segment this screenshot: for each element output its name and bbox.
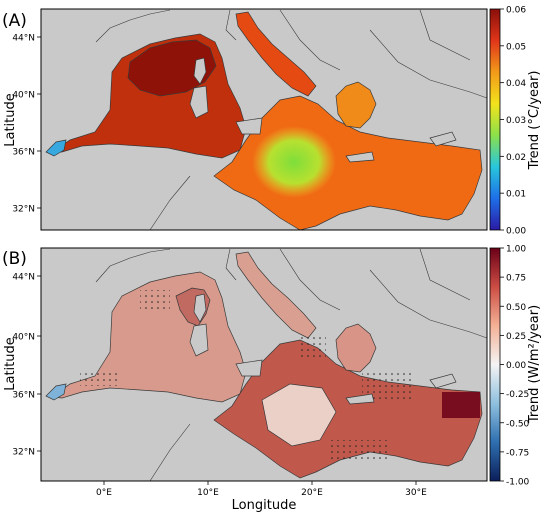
lat-tick-label: 44°N xyxy=(12,273,35,283)
panel-a: (A) Latitude 44°N40°N36°N32°N 0.060.050.… xyxy=(2,6,542,237)
sea-region-aegean xyxy=(335,323,377,373)
sea-region-adriatic xyxy=(235,251,317,339)
colorbar-tick-label: 0.03 xyxy=(506,116,526,126)
island-sicily xyxy=(235,359,263,377)
colorbar-tick-label: 0.50 xyxy=(506,303,526,313)
panel-label: (A) xyxy=(2,11,27,31)
colorbar-tick-label: -0.25 xyxy=(506,390,529,400)
sea-region-alboran xyxy=(45,139,67,157)
sea-region-alboran xyxy=(45,383,67,401)
island-corsica xyxy=(193,293,207,323)
stipple-region xyxy=(140,290,170,310)
island-cyprus xyxy=(429,373,457,389)
stipple-region xyxy=(330,440,390,460)
colorbar-ticks: 0.06 0.05 0.04 0.03 0.02 0.01 0.00 xyxy=(500,6,526,237)
islands xyxy=(189,293,457,405)
map-frame xyxy=(40,247,488,482)
lat-tick-label: 32°N xyxy=(12,448,35,458)
sea-region-levantine xyxy=(213,339,483,479)
sea-field xyxy=(45,11,483,231)
sea-region-adriatic xyxy=(235,11,317,97)
island-corsica xyxy=(193,57,207,85)
lat-tick-label: 36°N xyxy=(12,148,35,158)
x-axis-label: Longitude xyxy=(232,498,297,513)
colorbar-tick-label: 0.00 xyxy=(506,361,526,371)
lon-tick-label: 30°E xyxy=(405,488,427,498)
sea-region-ionian xyxy=(261,383,337,447)
colorbar-label: Trend (W/m²/year) xyxy=(527,305,542,424)
lat-tick-label: 40°N xyxy=(12,333,35,343)
islands xyxy=(189,57,457,163)
y-axis-label: Latitude xyxy=(3,93,18,147)
lat-tick-label: 32°N xyxy=(12,205,35,215)
panel-b: (B) Latitude 44°N 40°N 36°N 32°N 0°E 10°E 20°… xyxy=(2,245,542,499)
lon-tick-label: 20°E xyxy=(301,488,323,498)
lat-ticks: 44°N 40°N 36°N 32°N xyxy=(12,34,41,215)
lat-tick-label: 40°N xyxy=(12,91,35,101)
colorbar-tick-label: 0.25 xyxy=(506,332,526,342)
island-sardinia xyxy=(189,85,209,119)
colorbar-tick-label: -0.50 xyxy=(506,419,530,429)
panel-label: (B) xyxy=(2,249,27,269)
lon-tick-label: 0°E xyxy=(96,488,112,498)
hotspot-levant xyxy=(442,392,480,418)
colorbar-tick-label: -1.00 xyxy=(506,478,530,488)
sea-region-aegean xyxy=(335,81,377,129)
map-frame xyxy=(40,8,488,231)
colorbar-tick-label: 0.05 xyxy=(506,42,526,52)
colorbar-tick-label: 1.00 xyxy=(506,245,526,255)
sea-region-gulf-of-lion xyxy=(127,39,217,97)
colorbar-label: Trend (°C/year) xyxy=(527,71,542,171)
lon-ticks: 0°E 10°E 20°E 30°E xyxy=(96,481,427,498)
lat-ticks: 44°N 40°N 36°N 32°N xyxy=(12,273,41,458)
colorbar-tick-label: 0.75 xyxy=(506,274,526,284)
colorbar-tick-label: -0.75 xyxy=(506,448,529,458)
lon-tick-label: 10°E xyxy=(197,488,219,498)
stipple-region xyxy=(80,370,120,386)
colorbar-tick-label: 0.02 xyxy=(506,153,526,163)
sea-region-ionian xyxy=(252,126,336,198)
country-borders xyxy=(95,9,488,231)
lat-tick-label: 36°N xyxy=(12,391,35,401)
colorbar-tick-label: 0.04 xyxy=(506,79,526,89)
lat-tick-label: 44°N xyxy=(12,34,35,44)
colorbar xyxy=(489,8,501,231)
island-sardinia xyxy=(189,323,209,357)
colorbar xyxy=(489,247,501,482)
colorbar-tick-label: 0.01 xyxy=(506,190,526,200)
stipple-region xyxy=(300,336,326,358)
colorbar-ticks: 1.00 0.75 0.50 0.25 0.00 -0.25 -0.50 -0.75 -1.00 xyxy=(500,245,530,488)
island-cyprus xyxy=(429,131,457,147)
island-crete xyxy=(345,151,375,163)
island-sicily xyxy=(235,117,263,135)
island-crete xyxy=(345,393,375,405)
y-axis-label: Latitude xyxy=(3,337,18,391)
colorbar-tick-label: 0.06 xyxy=(506,6,526,16)
country-borders xyxy=(95,248,488,482)
colorbar-tick-label: 0.00 xyxy=(506,227,526,237)
